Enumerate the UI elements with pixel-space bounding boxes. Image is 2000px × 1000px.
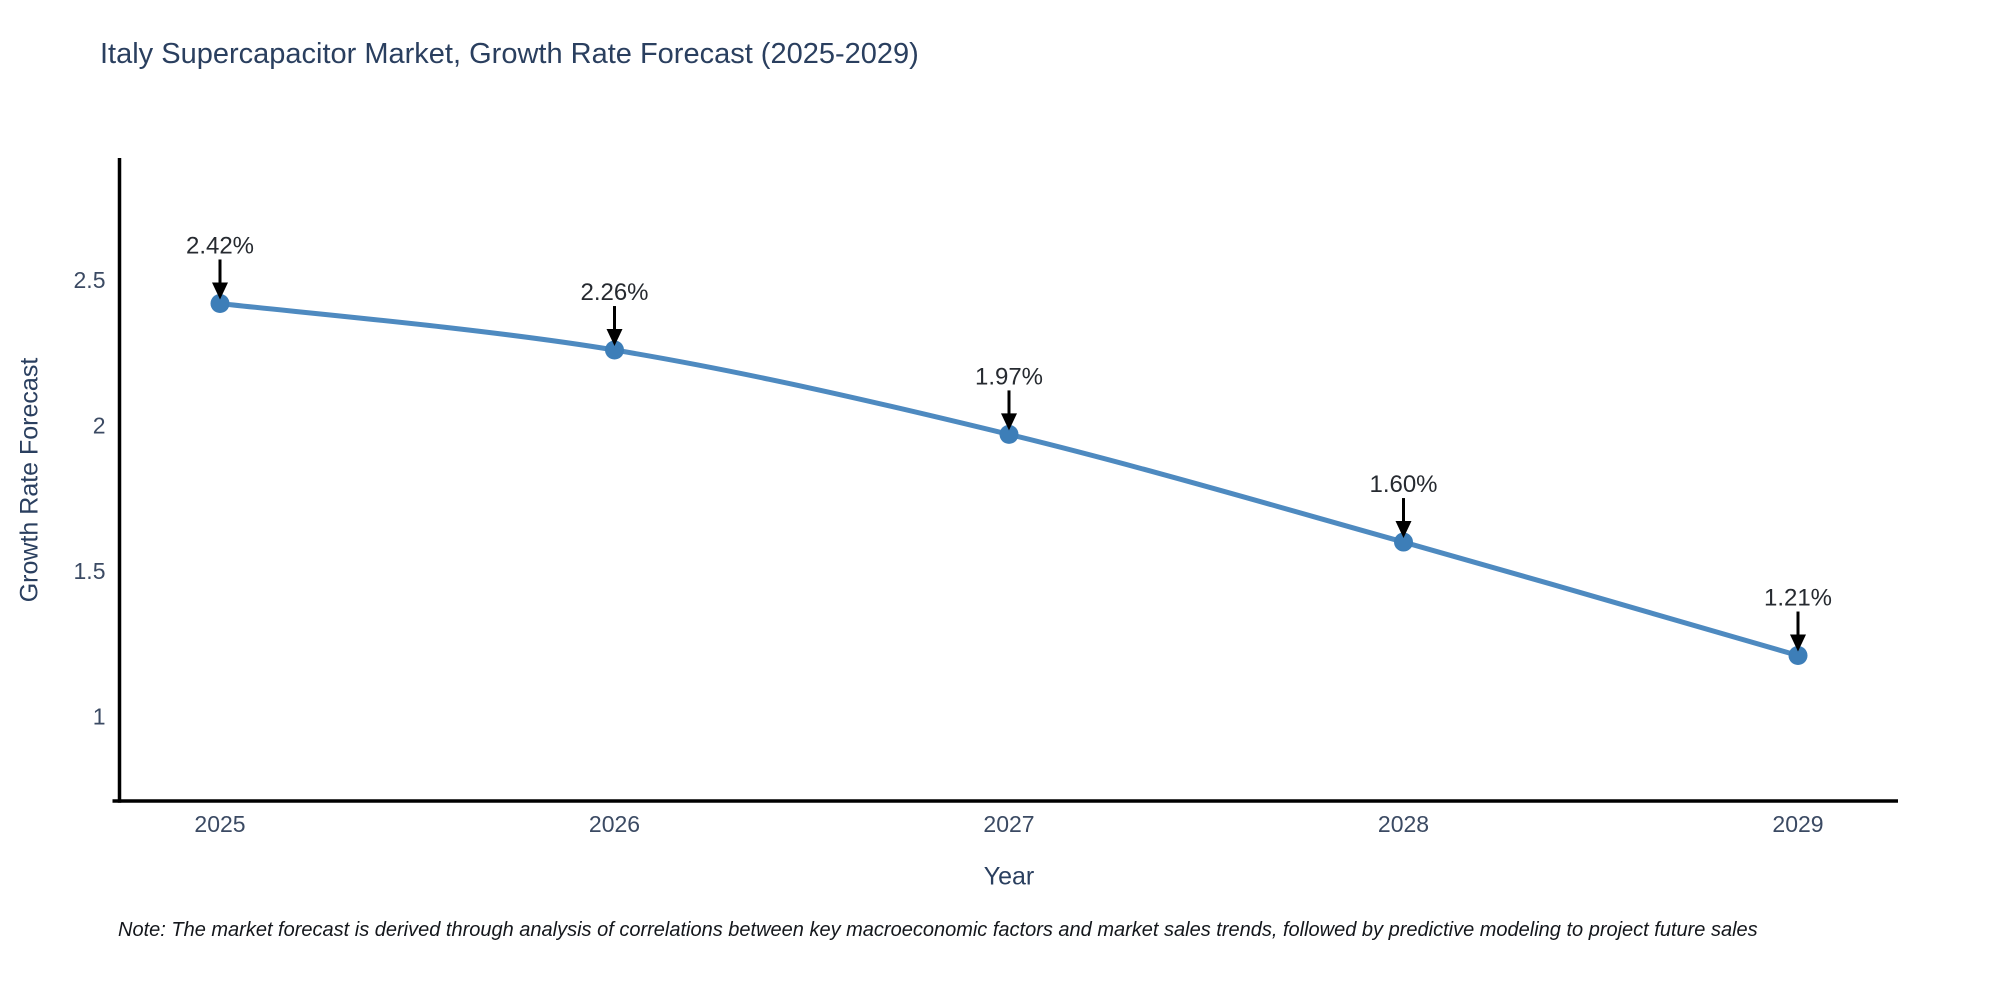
series-line xyxy=(217,300,1801,659)
annotation-arrowhead-icon xyxy=(212,282,228,300)
x-tick-label: 2029 xyxy=(1772,811,1823,837)
y-tick-label: 2.5 xyxy=(74,267,106,293)
data-point-marker[interactable] xyxy=(999,424,1019,444)
y-tick-label: 1 xyxy=(93,704,106,730)
point-annotation: 2.42% xyxy=(186,232,254,300)
point-value-label: 1.97% xyxy=(975,363,1043,390)
annotation-arrowhead-icon xyxy=(606,329,623,347)
data-point-marker[interactable] xyxy=(210,293,230,313)
x-tick-label: 2027 xyxy=(983,811,1034,837)
chart-title: Italy Supercapacitor Market, Growth Rate… xyxy=(100,38,919,70)
footnote-text: Note: The market forecast is derived thr… xyxy=(118,919,1758,941)
y-tick-label: 1.5 xyxy=(74,558,106,584)
x-tick-label: 2025 xyxy=(194,811,245,837)
y-tick-label: 2 xyxy=(93,413,106,439)
point-annotation: 1.21% xyxy=(1764,585,1832,652)
annotation-arrowhead-icon xyxy=(1790,634,1806,652)
x-tick-label: 2026 xyxy=(589,811,640,837)
point-value-label: 1.60% xyxy=(1369,471,1437,498)
point-value-label: 1.21% xyxy=(1764,585,1832,612)
x-tick-label: 2028 xyxy=(1378,811,1429,837)
point-annotation: 2.26% xyxy=(580,279,649,347)
x-axis-title: Year xyxy=(983,862,1035,891)
point-annotation: 1.97% xyxy=(975,363,1043,431)
data-point-marker[interactable] xyxy=(1788,646,1808,666)
point-value-label: 2.26% xyxy=(580,279,648,306)
annotation-arrowhead-icon xyxy=(1395,521,1412,539)
point-value-label: 2.42% xyxy=(186,232,254,259)
data-point-marker[interactable] xyxy=(605,340,624,360)
point-annotation: 1.60% xyxy=(1369,471,1438,539)
annotation-arrowhead-icon xyxy=(1001,413,1017,431)
data-point-marker[interactable] xyxy=(1394,532,1413,552)
